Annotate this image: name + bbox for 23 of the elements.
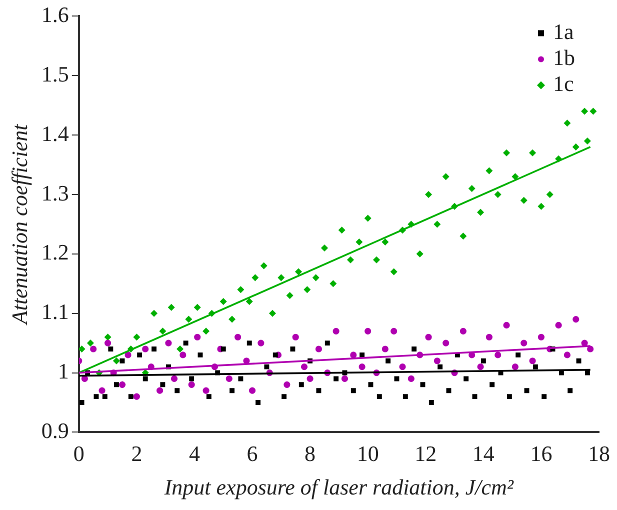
y-tick-label: 1.4 [41,120,69,146]
y-tick-label: 1.3 [41,180,69,206]
x-tick-label: 12 [414,441,437,466]
x-tick-label: 10 [356,441,379,466]
x-tick-label: 18 [588,441,610,466]
x-tick-label: 8 [304,441,316,466]
legend-label: 1a [553,18,574,44]
x-axis-title: Input exposure of laser radiation, J/cm² [163,474,514,500]
x-tick-label: 6 [246,441,258,466]
y-tick-label: 1 [58,358,69,384]
y-tick-label: 1.6 [41,2,69,27]
y-tick-label: 1.2 [41,240,69,265]
x-tick-label: 0 [73,441,84,466]
x-tick-label: 16 [530,441,552,466]
x-tick-label: 4 [188,441,200,466]
x-tick-label: 2 [131,441,142,466]
x-tick-label: 14 [472,441,494,466]
y-tick-label: 1.5 [41,61,69,86]
legend-label: 1c [553,70,574,96]
legend-label: 1b [553,44,575,70]
y-tick-label: 0.9 [41,418,69,443]
y-axis-title: Attenuation coefficient [6,123,32,326]
y-tick-label: 1.1 [41,299,69,324]
